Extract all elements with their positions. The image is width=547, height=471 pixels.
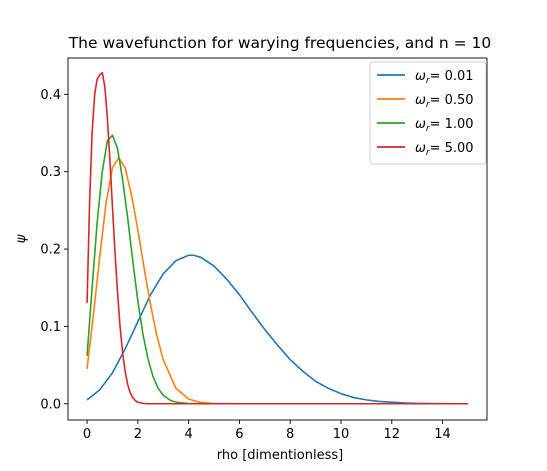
axes-frame (67, 57, 488, 421)
chart-title: The wavefunction for warying frequencies… (68, 34, 492, 52)
x-tick-label: 12 (383, 427, 400, 442)
x-tick-label: 6 (235, 427, 243, 442)
series-line-4 (86, 71, 468, 405)
series-line-1 (86, 254, 468, 405)
legend-label-3: ωr= 1.00 (415, 117, 474, 134)
legend: ωr= 0.01 ωr= 0.50 ωr= 1.00 ωr= 5.00 (369, 61, 487, 165)
legend-label-2: ωr= 0.50 (415, 93, 474, 110)
x-tick-label: 0 (83, 427, 91, 442)
x-tick-label: 10 (333, 427, 350, 442)
y-tick-label: 0.0 (40, 397, 61, 412)
legend-label-1: ωr= 0.01 (415, 69, 474, 86)
x-axis-label: rho [dimentionless] (217, 448, 343, 463)
legend-box (369, 61, 487, 165)
y-tick-label: 0.4 (40, 88, 61, 103)
legend-label-4: ωr= 5.00 (415, 141, 474, 158)
axes: 0 2 4 6 8 10 12 14 0.0 0.1 0.2 0.3 0.4 (40, 57, 488, 442)
y-tick-label: 0.2 (40, 243, 61, 258)
x-tick-label: 4 (184, 427, 192, 442)
plot-area (86, 71, 468, 405)
x-tick-label: 8 (286, 427, 294, 442)
y-axis-label: ψ (14, 234, 29, 243)
x-tick-label: 2 (134, 427, 142, 442)
y-tick-label: 0.3 (40, 165, 61, 180)
x-tick-label: 14 (434, 427, 451, 442)
y-tick-label: 0.1 (40, 320, 61, 335)
